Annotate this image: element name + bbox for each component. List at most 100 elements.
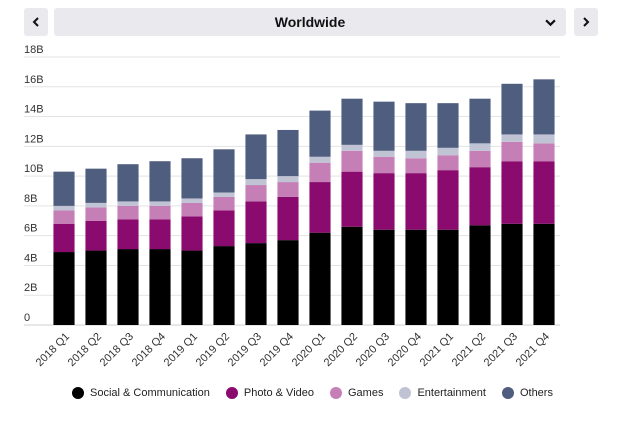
bar-segment[interactable] <box>245 134 267 180</box>
bar-segment[interactable] <box>149 219 171 250</box>
legend-label: Entertainment <box>417 387 486 399</box>
bar-segment[interactable] <box>117 219 139 250</box>
bar-segment[interactable] <box>117 249 139 325</box>
bar-segment[interactable] <box>277 240 299 325</box>
bar-segment[interactable] <box>245 201 267 244</box>
bar-segment[interactable] <box>437 229 459 325</box>
bar-segment[interactable] <box>213 196 235 211</box>
bar-segment[interactable] <box>405 103 427 151</box>
bar-segment[interactable] <box>533 161 555 224</box>
bar-segment[interactable] <box>533 223 555 325</box>
bar-segment[interactable] <box>437 170 459 230</box>
y-tick-label: 16B <box>24 74 44 86</box>
bar-segment[interactable] <box>373 150 395 157</box>
y-tick-label: 8B <box>24 193 37 205</box>
legend-swatch <box>330 387 342 399</box>
bar-segment[interactable] <box>469 225 491 325</box>
bar-segment[interactable] <box>501 223 523 325</box>
bar-segment[interactable] <box>373 229 395 325</box>
bar-segment[interactable] <box>501 141 523 162</box>
bar-segment[interactable] <box>405 173 427 230</box>
bar-segment[interactable] <box>501 134 523 142</box>
x-tick-label: 2019 Q3 <box>226 331 264 369</box>
bar-segment[interactable] <box>277 182 299 197</box>
bar-segment[interactable] <box>181 198 203 203</box>
next-button[interactable] <box>574 8 598 36</box>
legend-item[interactable]: Photo & Video <box>225 387 314 399</box>
x-tick-label: 2018 Q4 <box>130 331 168 369</box>
bar-segment[interactable] <box>181 250 203 325</box>
bar-segment[interactable] <box>437 155 459 171</box>
bar-segment[interactable] <box>149 205 171 220</box>
bar-segment[interactable] <box>469 150 491 168</box>
bar-segment[interactable] <box>85 220 107 251</box>
bar-segment[interactable] <box>341 98 363 145</box>
legend-item[interactable]: Games <box>330 387 383 399</box>
bar-segment[interactable] <box>181 158 203 199</box>
bar-segment[interactable] <box>213 192 235 197</box>
bar-segment[interactable] <box>53 252 75 325</box>
bar-segment[interactable] <box>501 161 523 224</box>
chevron-left-icon <box>32 17 39 27</box>
bar-segment[interactable] <box>277 129 299 177</box>
bar-segment[interactable] <box>405 229 427 325</box>
bar-segment[interactable] <box>309 156 331 163</box>
legend-item[interactable]: Entertainment <box>399 387 486 399</box>
bar-segment[interactable] <box>341 226 363 325</box>
bar-segment[interactable] <box>405 150 427 159</box>
bar-segment[interactable] <box>405 158 427 174</box>
bar-segment[interactable] <box>309 162 331 183</box>
bar-segment[interactable] <box>85 168 107 203</box>
bar-segment[interactable] <box>117 164 139 202</box>
bar-segment[interactable] <box>533 134 555 144</box>
y-tick-label: 4B <box>24 252 37 264</box>
bar-segment[interactable] <box>181 202 203 217</box>
bar-segment[interactable] <box>533 79 555 135</box>
x-tick-label: 2020 Q3 <box>354 331 392 369</box>
bar-segment[interactable] <box>117 205 139 220</box>
bar-segment[interactable] <box>213 210 235 247</box>
bar-segment[interactable] <box>213 246 235 325</box>
bar-segment[interactable] <box>341 144 363 151</box>
bar-segment[interactable] <box>309 232 331 325</box>
bar-segment[interactable] <box>277 176 299 183</box>
bar-segment[interactable] <box>501 83 523 135</box>
bar-segment[interactable] <box>181 216 203 251</box>
bar-segment[interactable] <box>53 223 75 253</box>
bar-segment[interactable] <box>373 173 395 230</box>
bar-segment[interactable] <box>149 161 171 202</box>
bar-segment[interactable] <box>309 110 331 157</box>
bar-segment[interactable] <box>309 182 331 233</box>
bar-segment[interactable] <box>245 179 267 186</box>
bar-segment[interactable] <box>341 171 363 227</box>
bar-segment[interactable] <box>245 185 267 202</box>
bar-segment[interactable] <box>245 243 267 325</box>
legend-item[interactable]: Others <box>501 387 553 399</box>
legend-label: Photo & Video <box>243 387 314 399</box>
bar-segment[interactable] <box>437 103 459 148</box>
bar-segment[interactable] <box>117 201 139 206</box>
legend-item[interactable]: Social & Communication <box>72 387 210 399</box>
bar-segment[interactable] <box>469 143 491 151</box>
bar-segment[interactable] <box>53 205 75 211</box>
bar-segment[interactable] <box>149 249 171 325</box>
bar-segment[interactable] <box>469 98 491 144</box>
bar-segment[interactable] <box>149 201 171 206</box>
bar-segment[interactable] <box>213 149 235 193</box>
y-tick-label: 2B <box>24 282 37 294</box>
bar-segment[interactable] <box>437 147 459 156</box>
bar-segment[interactable] <box>53 171 75 206</box>
bar-segment[interactable] <box>373 101 395 151</box>
bar-segment[interactable] <box>277 196 299 241</box>
bar-segment[interactable] <box>373 156 395 174</box>
bar-segment[interactable] <box>469 167 491 226</box>
bar-segment[interactable] <box>533 143 555 162</box>
bar-segment[interactable] <box>53 210 75 224</box>
bar-segment[interactable] <box>85 202 107 208</box>
bar-segment[interactable] <box>85 207 107 221</box>
previous-button[interactable] <box>24 8 48 36</box>
region-dropdown[interactable]: Worldwide <box>54 8 566 36</box>
bar-segment[interactable] <box>85 250 107 325</box>
bar-segment[interactable] <box>341 150 363 172</box>
